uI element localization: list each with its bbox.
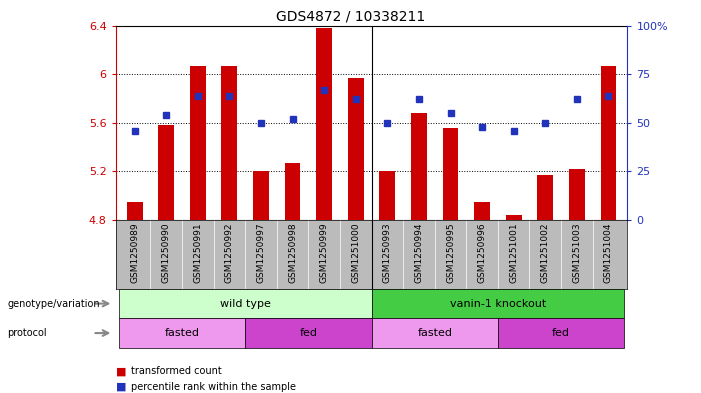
- Bar: [127, 202, 142, 220]
- Bar: [442, 128, 458, 220]
- Text: wild type: wild type: [219, 299, 271, 309]
- Bar: [379, 171, 395, 220]
- Text: fasted: fasted: [417, 328, 452, 338]
- Text: GSM1250991: GSM1250991: [193, 222, 203, 283]
- Text: GSM1251002: GSM1251002: [540, 222, 550, 283]
- Text: genotype/variation: genotype/variation: [7, 299, 100, 309]
- Text: fed: fed: [552, 328, 570, 338]
- Text: GSM1250997: GSM1250997: [257, 222, 266, 283]
- Text: GSM1251004: GSM1251004: [604, 222, 613, 283]
- Bar: [601, 66, 616, 220]
- Bar: [474, 202, 490, 220]
- Text: GSM1250990: GSM1250990: [162, 222, 171, 283]
- Bar: [538, 175, 553, 220]
- Text: ■: ■: [116, 366, 126, 376]
- Text: GSM1250993: GSM1250993: [383, 222, 392, 283]
- Bar: [190, 66, 205, 220]
- Text: GSM1251001: GSM1251001: [509, 222, 518, 283]
- Text: GSM1251003: GSM1251003: [572, 222, 581, 283]
- Text: GSM1250998: GSM1250998: [288, 222, 297, 283]
- Text: protocol: protocol: [7, 328, 47, 338]
- Text: transformed count: transformed count: [131, 366, 222, 376]
- Text: GDS4872 / 10338211: GDS4872 / 10338211: [276, 10, 425, 24]
- Text: fed: fed: [299, 328, 318, 338]
- Text: GSM1250996: GSM1250996: [477, 222, 486, 283]
- Bar: [411, 113, 427, 220]
- Bar: [316, 28, 332, 220]
- Text: fasted: fasted: [165, 328, 200, 338]
- Bar: [348, 78, 364, 220]
- Text: GSM1250989: GSM1250989: [130, 222, 139, 283]
- Text: GSM1250994: GSM1250994: [414, 222, 423, 283]
- Bar: [222, 66, 237, 220]
- Bar: [506, 215, 522, 220]
- Bar: [285, 163, 301, 220]
- Text: ■: ■: [116, 382, 126, 392]
- Bar: [158, 125, 174, 220]
- Text: GSM1250992: GSM1250992: [225, 222, 234, 283]
- Text: vanin-1 knockout: vanin-1 knockout: [450, 299, 546, 309]
- Bar: [569, 169, 585, 220]
- Text: GSM1251000: GSM1251000: [351, 222, 360, 283]
- Text: percentile rank within the sample: percentile rank within the sample: [131, 382, 296, 392]
- Bar: [253, 171, 269, 220]
- Text: GSM1250995: GSM1250995: [446, 222, 455, 283]
- Text: GSM1250999: GSM1250999: [320, 222, 329, 283]
